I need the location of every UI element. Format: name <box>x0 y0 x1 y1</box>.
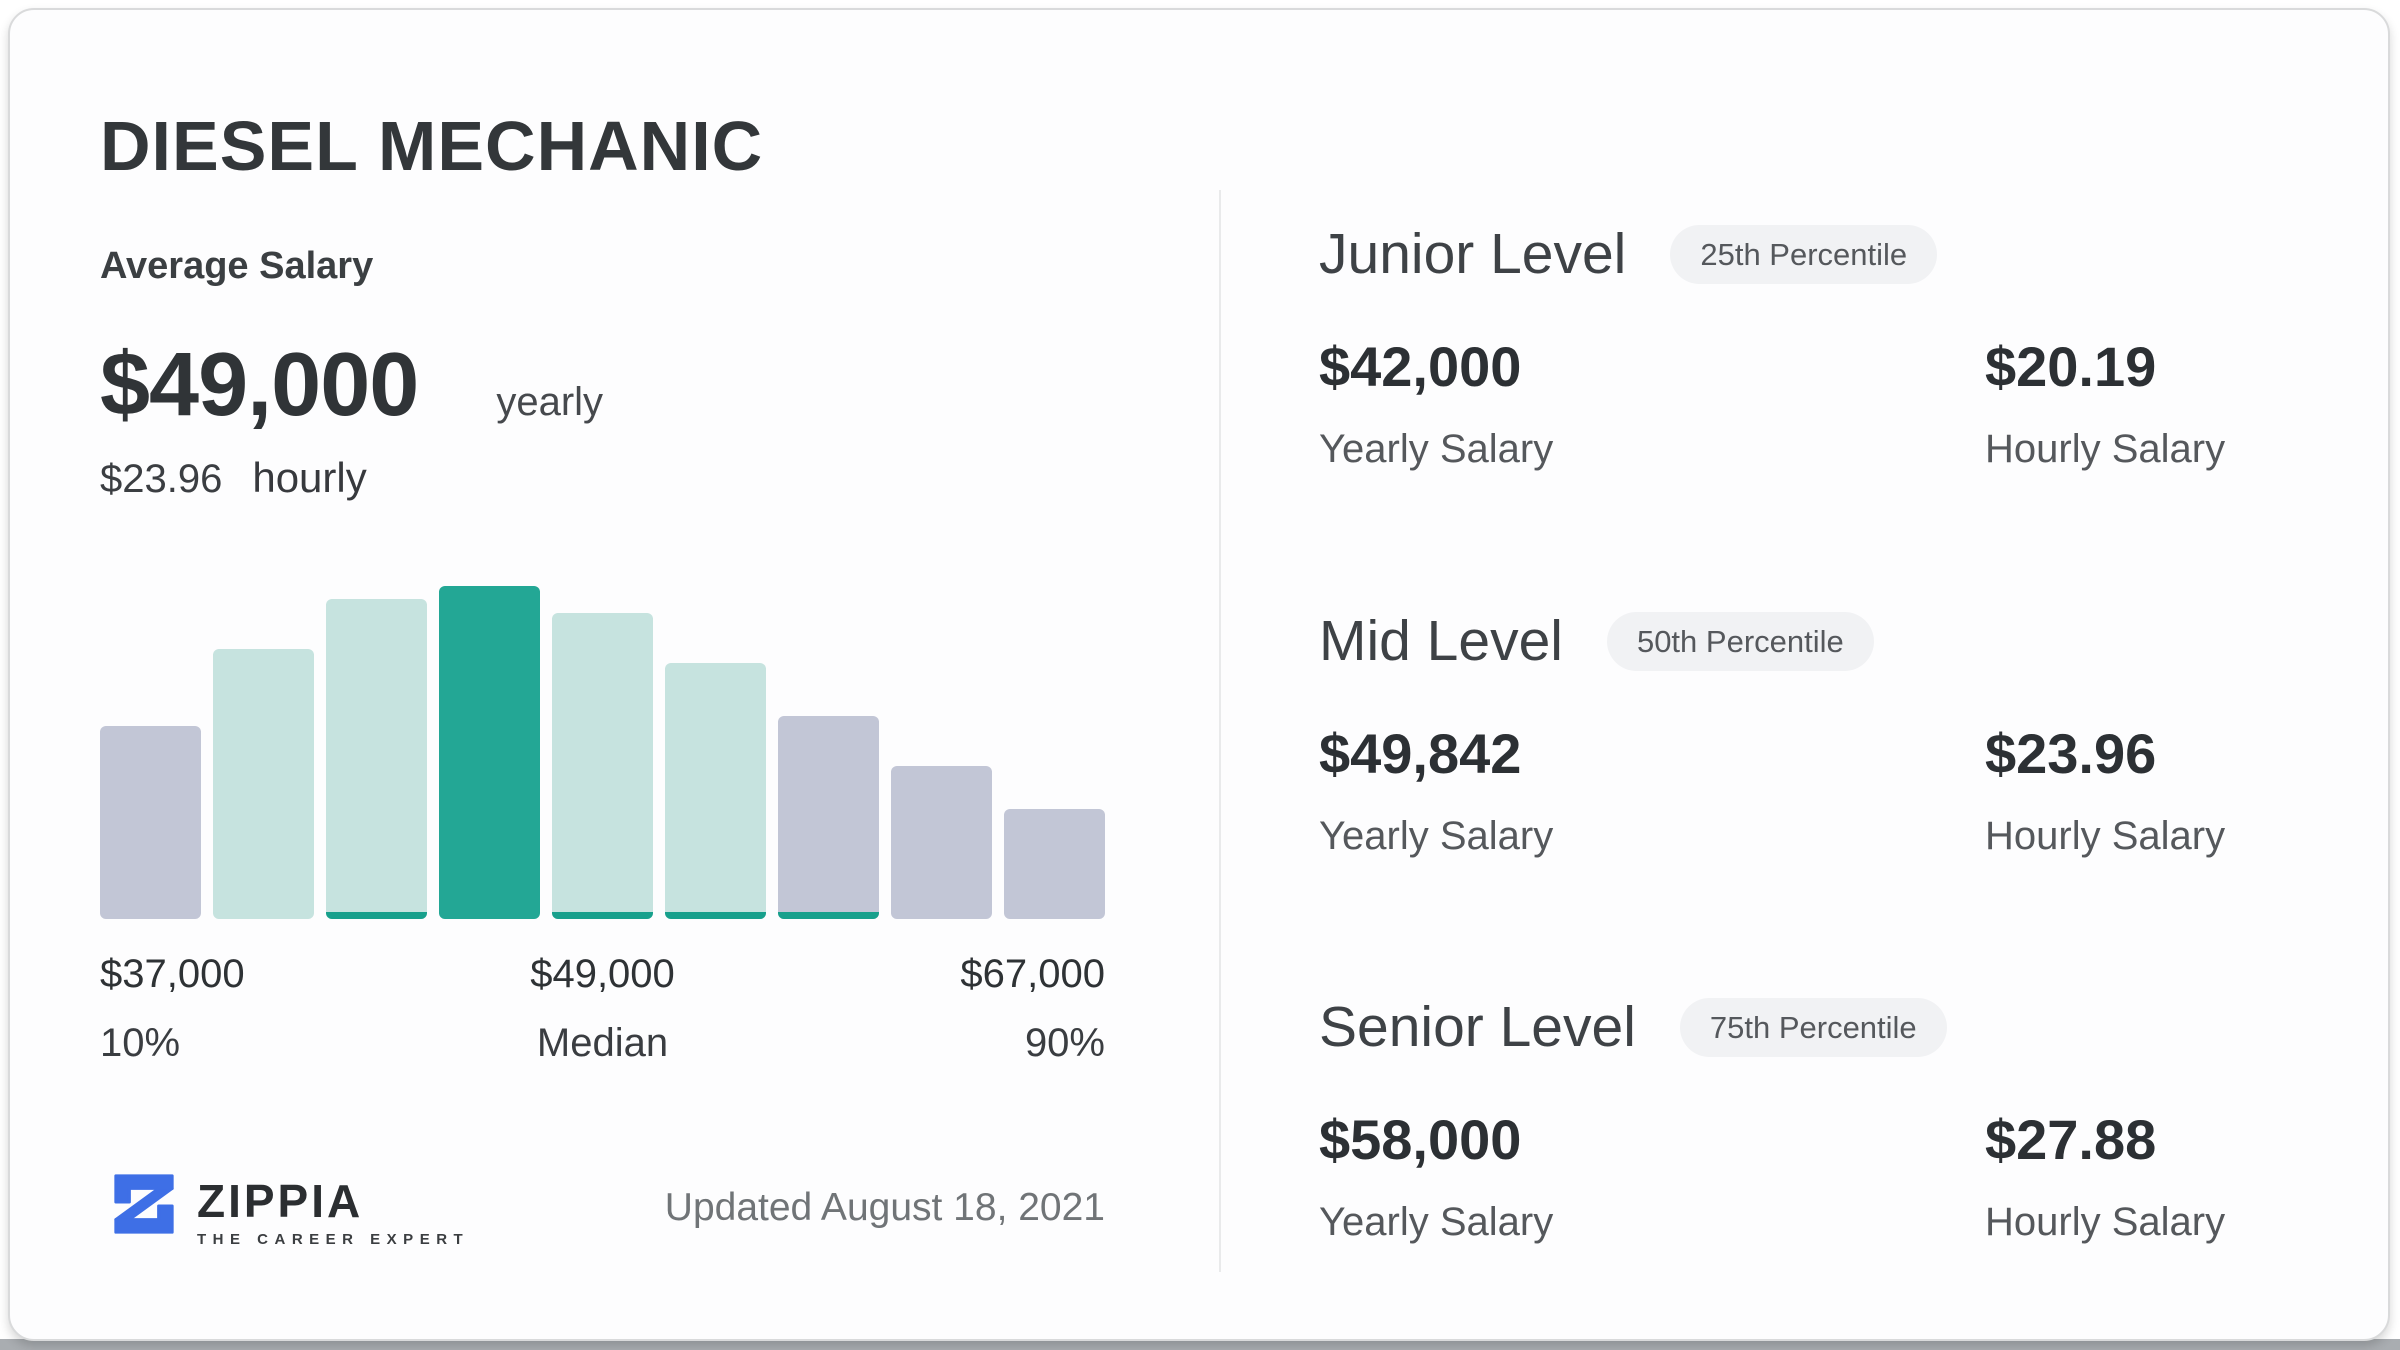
level-heading-row: Mid Level 50th Percentile <box>1319 609 2231 673</box>
hourly-salary-label: Hourly Salary <box>1985 427 2226 471</box>
hourly-salary-value: $20.19 <box>1985 335 2157 398</box>
level-name: Mid Level <box>1319 609 1563 673</box>
hourly-salary-cell: $23.96 Hourly Salary <box>1985 723 2225 859</box>
hourly-salary-label: Hourly Salary <box>1985 814 2226 858</box>
page-background-strip <box>0 1339 2400 1350</box>
histogram-bar <box>439 586 540 919</box>
histogram-axis-percentiles: 10% Median 90% <box>100 1020 1105 1070</box>
histogram-bar <box>100 725 201 919</box>
yearly-salary-label: Yearly Salary <box>1319 1200 1554 1244</box>
percentile-badge: 25th Percentile <box>1670 224 1938 284</box>
hourly-salary-row: $23.96 hourly <box>100 454 367 503</box>
histogram-bar <box>213 649 314 919</box>
axis-90th-label: 90% <box>1024 1021 1105 1065</box>
hourly-salary-label: Hourly Salary <box>1985 1200 2226 1244</box>
hourly-salary-cell: $20.19 Hourly Salary <box>1985 336 2225 472</box>
hourly-salary-cell: $27.88 Hourly Salary <box>1985 1109 2225 1245</box>
average-salary-label: Average Salary <box>100 245 374 287</box>
histogram-bar <box>326 599 427 919</box>
axis-90th-value: $67,000 <box>960 952 1105 996</box>
histogram-axis-values: $37,000 $49,000 $67,000 <box>100 951 1105 1001</box>
salary-histogram <box>100 586 1105 919</box>
yearly-salary-row: $49,000 yearly <box>100 340 603 430</box>
level-heading-row: Senior Level 75th Percentile <box>1319 995 2231 1059</box>
yearly-salary-cell: $49,842 Yearly Salary <box>1319 723 1553 859</box>
section-divider <box>1219 190 1221 1272</box>
brand-tagline: THE CAREER EXPERT <box>197 1231 470 1248</box>
level-name: Senior Level <box>1319 995 1636 1059</box>
percentile-badge: 75th Percentile <box>1679 997 1947 1057</box>
salary-infographic-card: DIESEL MECHANIC Average Salary $49,000 y… <box>8 8 2390 1341</box>
level-heading-row: Junior Level 25th Percentile <box>1319 222 2231 286</box>
yearly-salary-value: $49,842 <box>1319 722 1522 785</box>
axis-10th-value: $37,000 <box>100 952 245 996</box>
axis-median-label: Median <box>536 1021 669 1065</box>
axis-median-value: $49,000 <box>530 952 675 996</box>
hourly-salary-value: $23.96 <box>100 457 223 501</box>
hourly-unit-label: hourly <box>252 454 367 501</box>
zippia-logo[interactable]: ZIPPIA THE CAREER EXPERT <box>109 1169 469 1249</box>
bar-underline <box>552 912 653 919</box>
bar-underline <box>665 912 766 919</box>
level-section-mid: Mid Level 50th Percentile $49,842 Yearly… <box>1319 609 2231 858</box>
axis-10th-label: 10% <box>100 1021 181 1065</box>
percentile-badge: 50th Percentile <box>1606 611 1874 671</box>
yearly-salary-cell: $42,000 Yearly Salary <box>1319 336 1553 472</box>
histogram-bar <box>665 662 766 919</box>
yearly-salary-value: $49,000 <box>100 335 419 435</box>
yearly-unit-label: yearly <box>496 380 604 424</box>
yearly-salary-label: Yearly Salary <box>1319 814 1554 858</box>
updated-date: Updated August 18, 2021 <box>664 1186 1105 1229</box>
yearly-salary-value: $58,000 <box>1319 1108 1522 1171</box>
bar-underline <box>326 912 427 919</box>
yearly-salary-value: $42,000 <box>1319 335 1522 398</box>
histogram-bar <box>552 612 653 919</box>
bar-underline <box>778 912 879 919</box>
page-title: DIESEL MECHANIC <box>100 107 764 185</box>
hourly-salary-value: $27.88 <box>1985 1108 2157 1171</box>
brand-name: ZIPPIA <box>197 1175 364 1227</box>
level-name: Junior Level <box>1319 222 1627 286</box>
yearly-salary-cell: $58,000 Yearly Salary <box>1319 1109 1553 1245</box>
level-section-senior: Senior Level 75th Percentile $58,000 Yea… <box>1319 995 2231 1244</box>
level-section-junior: Junior Level 25th Percentile $42,000 Yea… <box>1319 222 2231 471</box>
histogram-bar <box>1004 809 1105 919</box>
hourly-salary-value: $23.96 <box>1985 722 2157 785</box>
brand-text: ZIPPIA THE CAREER EXPERT <box>197 1169 469 1249</box>
histogram-bar <box>778 715 879 919</box>
yearly-salary-label: Yearly Salary <box>1319 427 1554 471</box>
zippia-z-icon <box>114 1174 174 1234</box>
histogram-bar <box>891 765 992 919</box>
